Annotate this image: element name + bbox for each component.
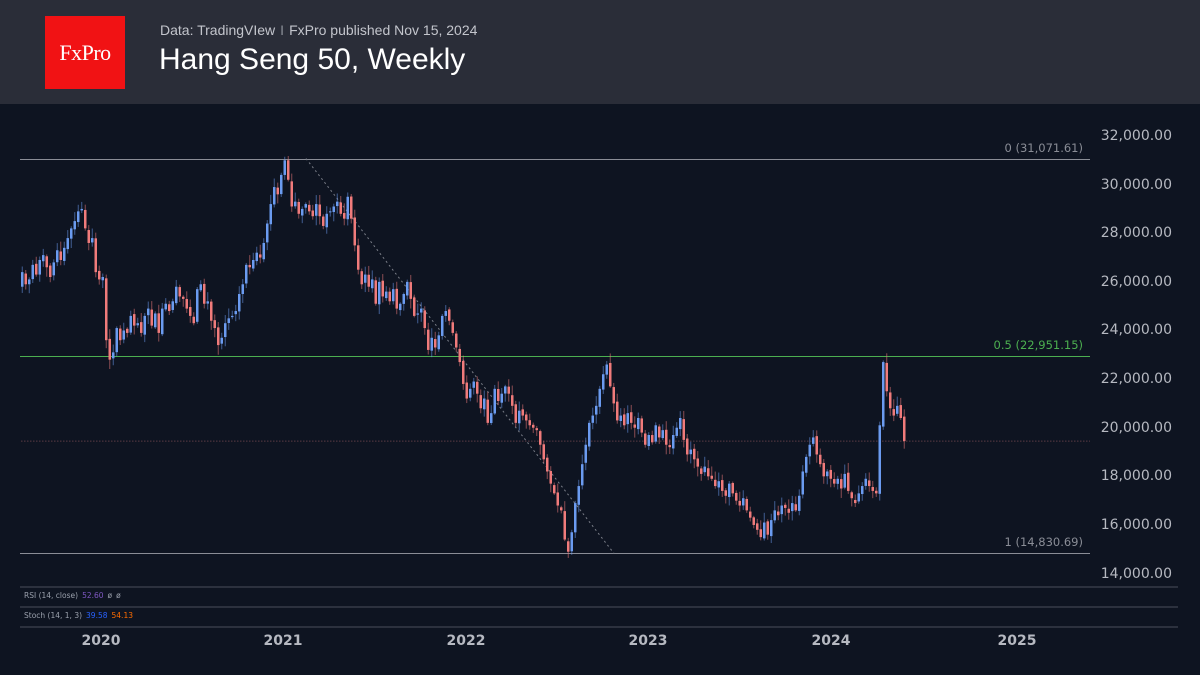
stoch-legend[interactable]: Stoch (14, 1, 3) 39.58 54.13 [24,611,133,620]
fib-level-label: 1 (14,830.69) [1004,534,1083,549]
fib-level-label: 0 (31,071.61) [1004,140,1083,155]
y-tick-label: 24,000.00 [1100,322,1172,339]
candlestick-series [21,156,906,558]
rsi-value: 52.60 [82,591,104,600]
stoch-d-value: 54.13 [111,611,133,620]
y-tick-label: 20,000.00 [1100,419,1172,436]
rsi-label: RSI (14, close) [24,591,79,600]
data-source: Data: TradingVIew [160,22,276,38]
rsi-legend[interactable]: RSI (14, close) 52.60 ø ø [24,591,121,600]
x-tick-label: 2024 [811,633,851,649]
rsi-extra-2: ø [116,591,121,600]
separator: I [280,22,285,38]
y-tick-label: 14,000.00 [1100,565,1172,582]
y-tick-label: 30,000.00 [1100,176,1172,193]
fib-level-label: 0.5 (22,951.15) [993,337,1083,352]
published-date: FxPro published Nov 15, 2024 [289,22,478,38]
rsi-extra-1: ø [107,591,113,600]
y-tick-label: 18,000.00 [1100,468,1172,485]
x-tick-label: 2023 [628,633,668,649]
x-tick-label: 2020 [81,633,121,649]
stoch-k-value: 39.58 [86,611,108,620]
x-tick-label: 2022 [446,633,486,649]
y-tick-label: 32,000.00 [1100,128,1172,144]
subtitle: Data: TradingVIew I FxPro published Nov 15… [160,22,477,38]
x-tick-label: 2021 [263,633,303,649]
y-tick-label: 16,000.00 [1100,516,1172,533]
stoch-label: Stoch (14, 1, 3) [24,611,83,620]
fxpro-logo: FxPro [45,16,125,89]
header-bar: FxPro Data: TradingVIew I FxPro published … [0,0,1200,104]
fibonacci-retracement[interactable] [20,159,1090,554]
y-tick-label: 26,000.00 [1100,273,1172,290]
y-tick-label: 22,000.00 [1100,371,1172,388]
chart-title: Hang Seng 50, Weekly [159,43,466,76]
x-tick-label: 2025 [997,633,1037,649]
y-tick-label: 28,000.00 [1100,225,1172,242]
logo-text: FxPro [59,39,111,65]
